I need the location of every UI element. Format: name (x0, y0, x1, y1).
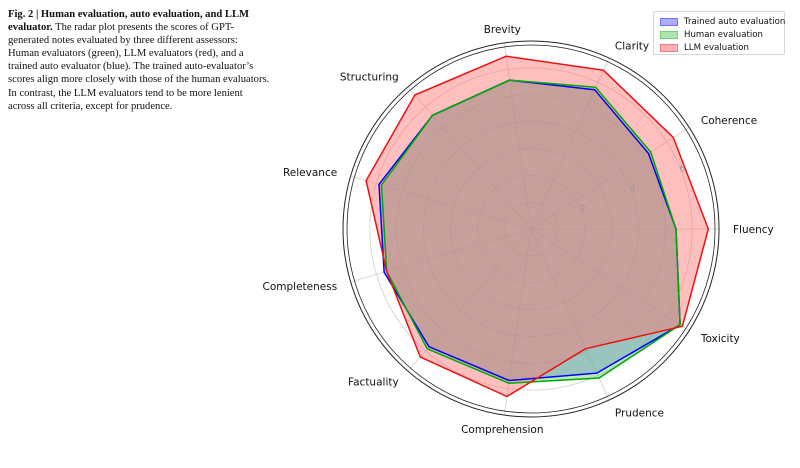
axis-label-brevity: Brevity (484, 24, 521, 36)
polar-frame-inner (346, 44, 716, 414)
series-area-llm-evaluation (366, 56, 709, 397)
grid-spoke (350, 228, 532, 283)
legend-swatch-llm (660, 43, 678, 52)
legend-label-auto: Trained auto evaluation (684, 16, 786, 27)
radial-tick-label: 2 (580, 204, 586, 215)
grid-spoke (407, 86, 532, 230)
legend-label-human: Human evaluation (684, 29, 763, 40)
axis-label-completeness: Completeness (263, 281, 338, 293)
radar-grid (342, 40, 720, 418)
chart-legend: Trained auto evaluation Human evaluation… (653, 11, 785, 55)
axis-label-prudence: Prudence (615, 408, 664, 420)
grid-spoke (503, 228, 532, 416)
grid-spoke (530, 127, 690, 230)
caption-title: Fig. 2 | Human evaluation, auto evaluati… (8, 9, 250, 34)
series-area-human-evaluation (381, 80, 681, 384)
series-line-trained-auto-evaluation (378, 79, 681, 382)
grid-spoke (530, 228, 610, 401)
axis-label-clarity: Clarity (615, 40, 649, 52)
polar-frame (342, 40, 720, 418)
axis-label-fluency: Fluency (733, 224, 774, 236)
grid-spoke (530, 57, 610, 230)
legend-swatch-auto (660, 17, 678, 26)
axis-label-structuring: Structuring (340, 71, 399, 83)
legend-label-llm: LLM evaluation (684, 42, 749, 53)
radar-series (365, 55, 710, 398)
series-line-llm-evaluation (365, 55, 710, 398)
legend-item-human: Human evaluation (660, 29, 763, 40)
axis-label-coherence: Coherence (701, 115, 757, 127)
grid-spoke (530, 228, 690, 331)
radar-labels: 2 4 6 Fluency Coherence Clarity Brevity Structu… (263, 24, 774, 436)
axis-label-comprehension: Comprehension (461, 424, 543, 436)
legend-swatch-human (660, 30, 678, 39)
series-line-human-evaluation (380, 79, 681, 384)
radial-tick-label: 6 (679, 164, 685, 175)
axis-label-toxicity: Toxicity (700, 333, 740, 345)
grid-spoke (503, 42, 532, 230)
axis-label-factuality: Factuality (348, 377, 399, 389)
radial-tick-label: 4 (630, 184, 636, 195)
grid-spoke (407, 228, 532, 372)
figure-caption: Fig. 2 | Human evaluation, auto evaluati… (8, 8, 270, 113)
legend-item-llm: LLM evaluation (660, 42, 749, 53)
caption-body: The radar plot presents the scores of GP… (8, 22, 270, 112)
series-area-trained-auto-evaluation (379, 80, 681, 381)
legend-item-auto: Trained auto evaluation (660, 16, 785, 27)
grid-spoke (350, 175, 532, 230)
axis-label-relevance: Relevance (283, 167, 337, 179)
